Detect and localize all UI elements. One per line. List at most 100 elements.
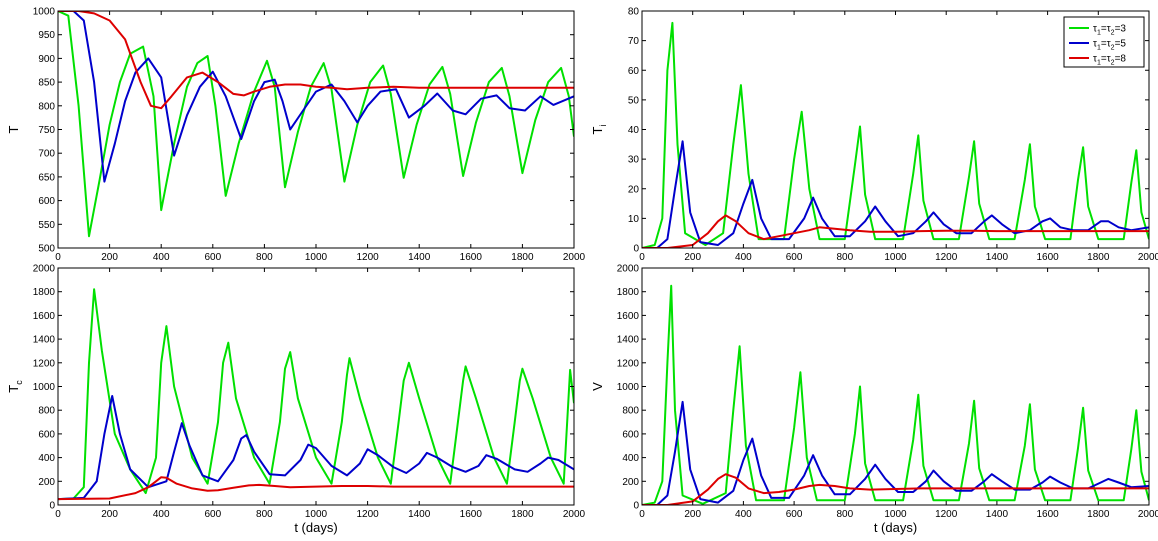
x-tick-label: 1000 [305, 509, 328, 520]
x-tick-label: 200 [101, 509, 118, 520]
x-tick-label: 400 [735, 252, 752, 263]
panel-3: 0 200 400 600 800 1000 1200 1400 1600 1800 2000 0 20… [6, 264, 586, 536]
y-tick-label: 900 [38, 54, 55, 65]
y-tick-label: 800 [38, 101, 55, 112]
x-tick-label: 200 [101, 252, 118, 263]
y-tick-label: 700 [38, 149, 55, 160]
x-axis-label: t (days) [294, 520, 337, 535]
y-tick-label: 1200 [617, 358, 640, 369]
series-line-tau5 [58, 11, 574, 183]
y-tick-label: 30 [628, 155, 640, 166]
series-line-tau5 [642, 400, 1149, 505]
y-tick-label: 800 [38, 406, 55, 417]
panel-1: 0 200 400 600 800 1000 1200 1400 1600 1800 2000 500… [6, 7, 586, 264]
x-tick-label: 400 [735, 509, 752, 520]
y-tick-label: 550 [38, 220, 55, 231]
x-tick-label: 800 [256, 252, 273, 263]
x-tick-label: 200 [684, 509, 701, 520]
series-line-tau8 [58, 11, 574, 110]
y-tick-label: 1800 [617, 287, 640, 298]
y-tick-label: 850 [38, 78, 55, 89]
y-tick-label: 650 [38, 172, 55, 183]
series-line-tau3 [642, 21, 1149, 248]
y-tick-label: 0 [633, 244, 639, 255]
y-tick-label: 1000 [33, 7, 56, 18]
x-tick-label: 200 [684, 252, 701, 263]
x-tick-label: 400 [153, 252, 170, 263]
x-tick-label: 2000 [1138, 509, 1158, 520]
series-line-tau3 [642, 284, 1149, 505]
axes-frame [641, 267, 1150, 506]
y-tick-label: 200 [622, 477, 639, 488]
x-tick-label: 1400 [986, 509, 1009, 520]
x-tick-label: 800 [836, 509, 853, 520]
series-line-tau8 [642, 473, 1149, 505]
x-tick-label: 800 [256, 509, 273, 520]
y-tick-label: 1000 [617, 382, 640, 393]
x-axis-label: t (days) [874, 520, 917, 535]
x-tick-label: 1200 [935, 252, 958, 263]
y-axis-label: Tc [6, 380, 24, 393]
y-tick-label: 600 [38, 429, 55, 440]
y-tick-label: 1600 [617, 311, 640, 322]
x-tick-label: 600 [786, 252, 803, 263]
y-axis-label: T [6, 125, 21, 133]
x-tick-label: 1400 [408, 252, 431, 263]
x-tick-label: 1400 [986, 252, 1009, 263]
y-tick-label: 70 [628, 36, 640, 47]
x-tick-label: 600 [786, 509, 803, 520]
x-tick-label: 1200 [356, 509, 379, 520]
x-tick-label: 0 [639, 252, 645, 263]
x-tick-label: 1000 [884, 509, 907, 520]
series-line-tau8 [642, 214, 1149, 248]
y-tick-label: 1000 [33, 382, 56, 393]
axes-frame [57, 10, 575, 249]
x-tick-label: 1200 [356, 252, 379, 263]
y-tick-label: 0 [49, 501, 55, 512]
y-tick-label: 2000 [33, 264, 56, 275]
y-tick-label: 0 [633, 501, 639, 512]
panel-4: 0 200 400 600 800 1000 1200 1400 1600 1800 2000 0 20… [590, 264, 1158, 536]
y-tick-label: 1400 [617, 335, 640, 346]
x-tick-label: 0 [55, 252, 61, 263]
series-line-tau5 [642, 140, 1149, 248]
y-axis-label: Ti [590, 125, 608, 135]
x-tick-label: 0 [55, 509, 61, 520]
series-line-tau3 [58, 288, 574, 501]
y-tick-label: 800 [622, 406, 639, 417]
x-tick-label: 1000 [884, 252, 907, 263]
y-tick-label: 1200 [33, 358, 56, 369]
y-tick-label: 200 [38, 477, 55, 488]
y-tick-label: 80 [628, 7, 640, 18]
legend-label-tau8: τ1=τ2=8 [1093, 54, 1126, 67]
y-tick-label: 500 [38, 244, 55, 255]
x-tick-label: 2000 [563, 509, 586, 520]
legend: τ1=τ2=3 τ1=τ2=5 τ1=τ2=8 [1063, 16, 1145, 68]
y-tick-label: 1400 [33, 335, 56, 346]
y-tick-label: 400 [38, 453, 55, 464]
x-tick-label: 400 [153, 509, 170, 520]
y-tick-label: 40 [628, 125, 640, 136]
y-tick-label: 1800 [33, 287, 56, 298]
x-tick-label: 1200 [935, 509, 958, 520]
x-tick-label: 1600 [1036, 252, 1059, 263]
x-tick-label: 2000 [563, 252, 586, 263]
y-tick-label: 400 [622, 453, 639, 464]
series-line-tau8 [58, 476, 574, 501]
axes-frame [57, 267, 575, 506]
y-tick-label: 2000 [617, 264, 640, 275]
y-tick-label: 20 [628, 184, 640, 195]
y-tick-label: 950 [38, 30, 55, 41]
x-tick-label: 0 [639, 509, 645, 520]
x-tick-label: 1600 [460, 509, 483, 520]
x-tick-label: 600 [204, 509, 221, 520]
y-tick-label: 1600 [33, 311, 56, 322]
y-tick-label: 50 [628, 95, 640, 106]
x-tick-label: 1000 [305, 252, 328, 263]
x-tick-label: 1800 [1087, 509, 1110, 520]
x-tick-label: 600 [204, 252, 221, 263]
y-tick-label: 600 [622, 429, 639, 440]
y-axis-label: V [590, 382, 605, 391]
y-tick-label: 750 [38, 125, 55, 136]
x-tick-label: 1800 [1087, 252, 1110, 263]
